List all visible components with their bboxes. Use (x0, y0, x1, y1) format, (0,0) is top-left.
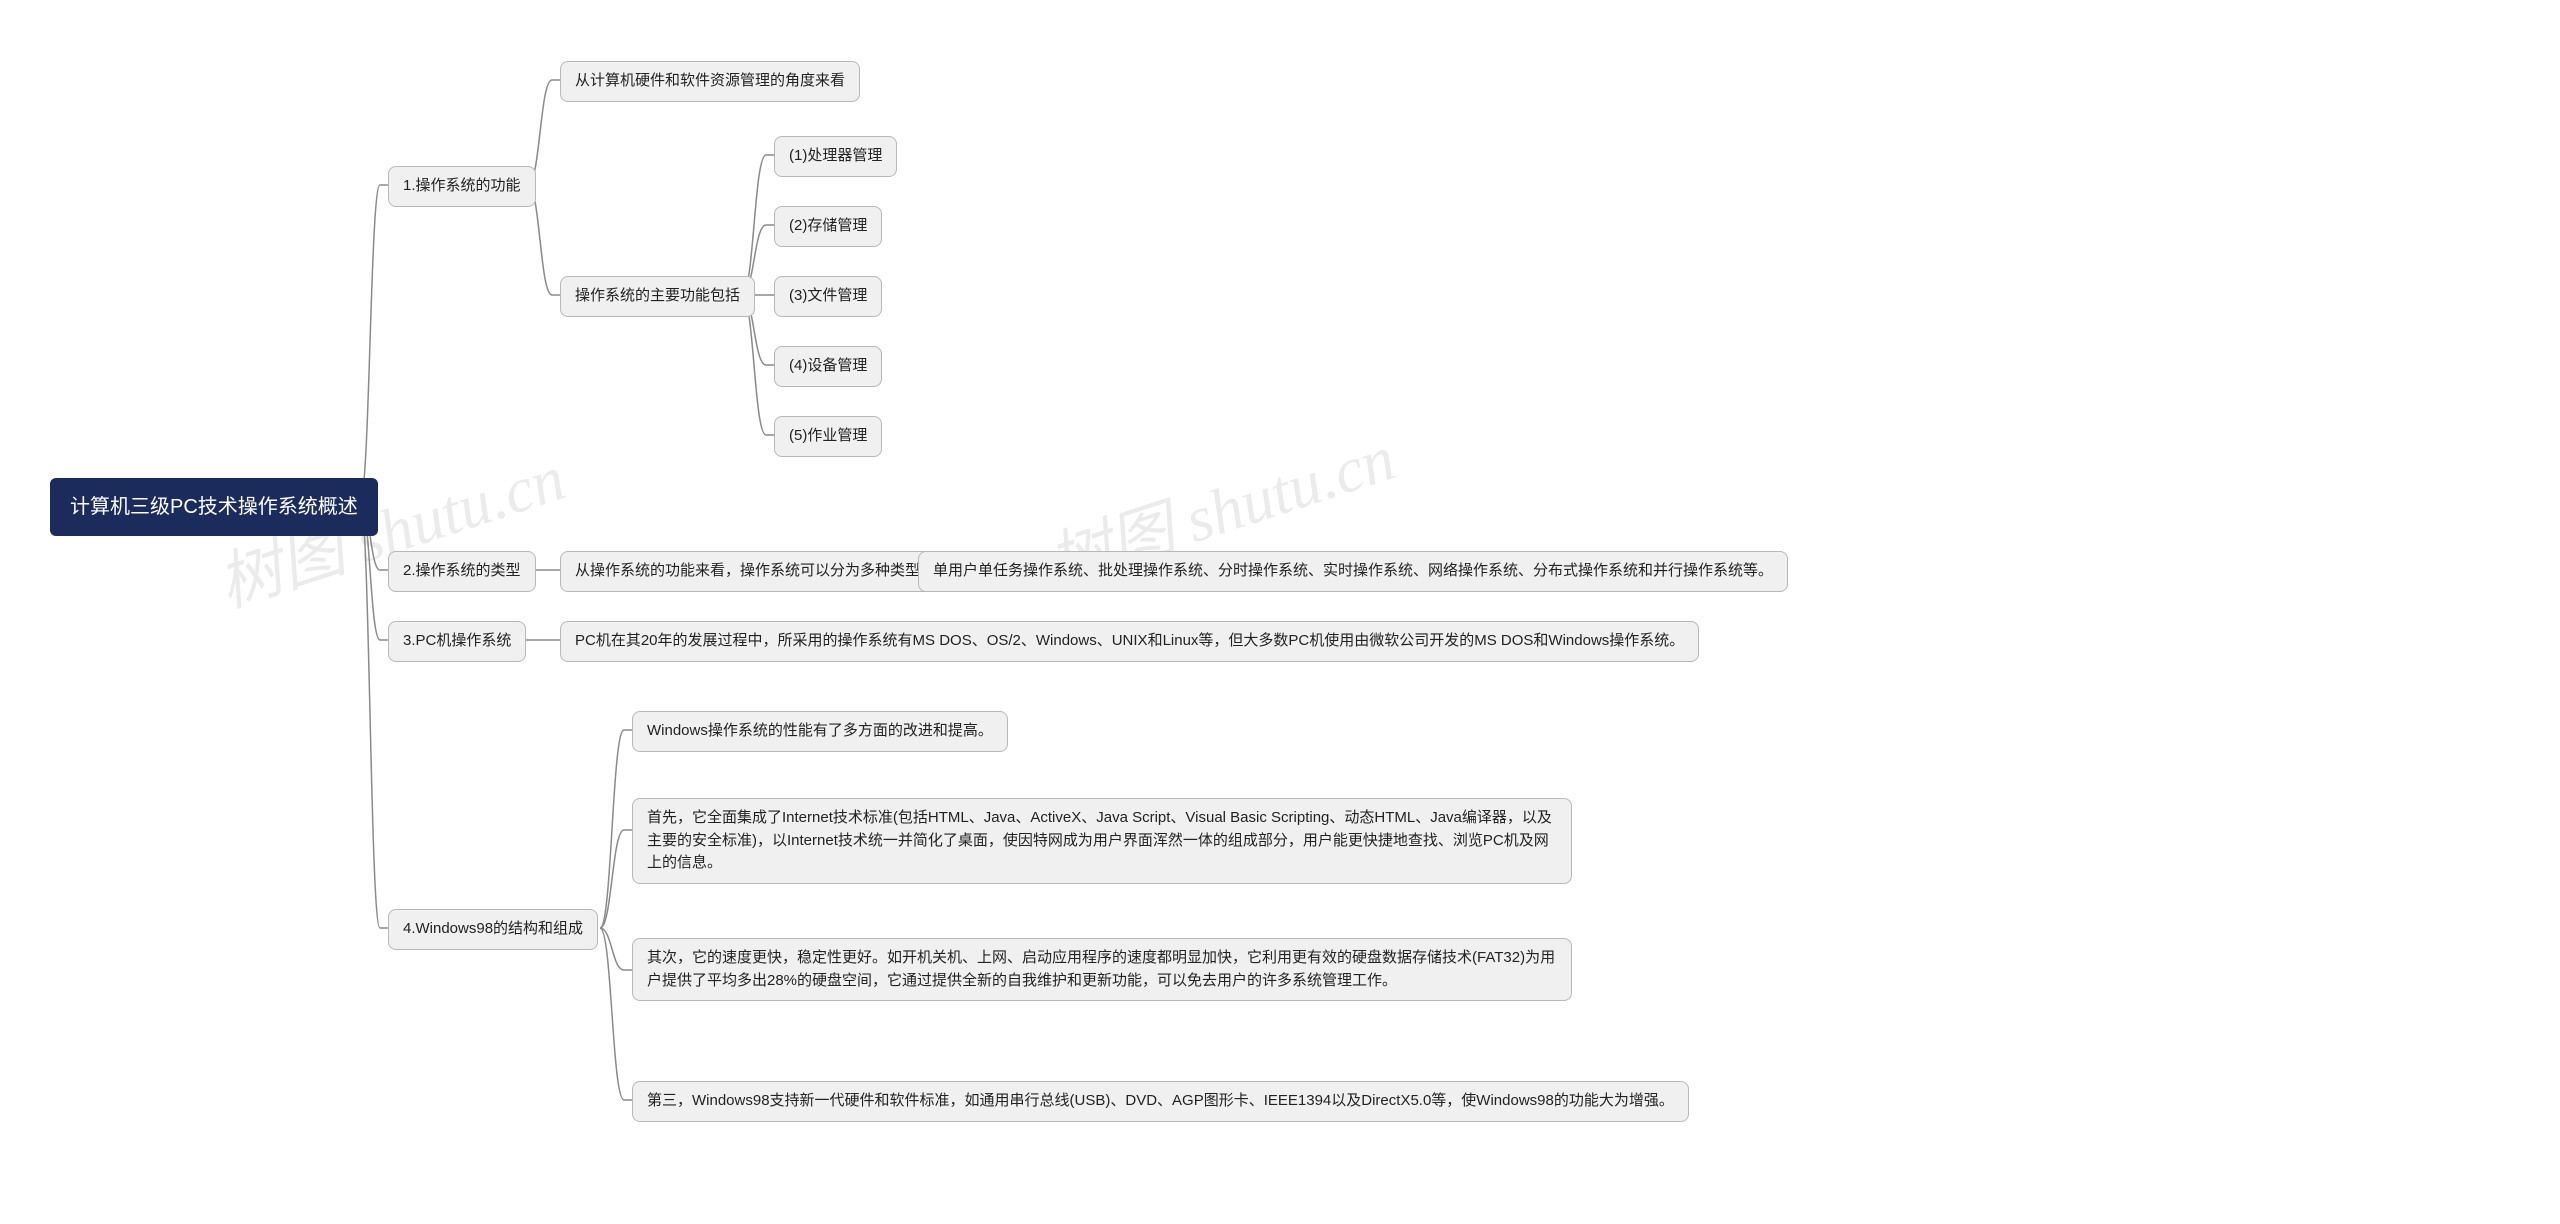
root-label: 计算机三级PC技术操作系统概述 (70, 492, 358, 522)
root-node[interactable]: 计算机三级PC技术操作系统概述 (50, 478, 378, 536)
leaf-b4c4[interactable]: 第三，Windows98支持新一代硬件和软件标准，如通用串行总线(USB)、DV… (632, 1081, 1689, 1122)
node-label: 1.操作系统的功能 (403, 175, 521, 198)
node-label: 从计算机硬件和软件资源管理的角度来看 (575, 70, 845, 93)
node-label: 从操作系统的功能来看，操作系统可以分为多种类型: (575, 560, 924, 583)
branch-b1c2[interactable]: 操作系统的主要功能包括 (560, 276, 755, 317)
node-label: (4)设备管理 (789, 355, 867, 378)
node-label: 其次，它的速度更快，稳定性更好。如开机关机、上网、启动应用程序的速度都明显加快，… (647, 947, 1557, 992)
node-label: (2)存储管理 (789, 215, 867, 238)
node-label: (5)作业管理 (789, 425, 867, 448)
node-label: 操作系统的主要功能包括 (575, 285, 740, 308)
leaf-b3c1[interactable]: PC机在其20年的发展过程中，所采用的操作系统有MS DOS、OS/2、Wind… (560, 621, 1699, 662)
leaf-b1c2c[interactable]: (3)文件管理 (774, 276, 882, 317)
leaf-b4c3[interactable]: 其次，它的速度更快，稳定性更好。如开机关机、上网、启动应用程序的速度都明显加快，… (632, 938, 1572, 1001)
leaf-b1c2b[interactable]: (2)存储管理 (774, 206, 882, 247)
node-label: 首先，它全面集成了Internet技术标准(包括HTML、Java、Active… (647, 807, 1557, 875)
leaf-b1c2e[interactable]: (5)作业管理 (774, 416, 882, 457)
node-label: (3)文件管理 (789, 285, 867, 308)
node-label: PC机在其20年的发展过程中，所采用的操作系统有MS DOS、OS/2、Wind… (575, 630, 1684, 653)
leaf-b1c1[interactable]: 从计算机硬件和软件资源管理的角度来看 (560, 61, 860, 102)
leaf-b2c1a[interactable]: 单用户单任务操作系统、批处理操作系统、分时操作系统、实时操作系统、网络操作系统、… (918, 551, 1788, 592)
leaf-b4c2[interactable]: 首先，它全面集成了Internet技术标准(包括HTML、Java、Active… (632, 798, 1572, 884)
leaf-b4c1[interactable]: Windows操作系统的性能有了多方面的改进和提高。 (632, 711, 1008, 752)
node-label: (1)处理器管理 (789, 145, 882, 168)
leaf-b1c2a[interactable]: (1)处理器管理 (774, 136, 897, 177)
node-label: 3.PC机操作系统 (403, 630, 511, 653)
node-label: 2.操作系统的类型 (403, 560, 521, 583)
branch-3[interactable]: 3.PC机操作系统 (388, 621, 526, 662)
node-label: Windows操作系统的性能有了多方面的改进和提高。 (647, 720, 993, 743)
branch-4[interactable]: 4.Windows98的结构和组成 (388, 909, 598, 950)
connectors-layer (0, 0, 2560, 1224)
node-label: 第三，Windows98支持新一代硬件和软件标准，如通用串行总线(USB)、DV… (647, 1090, 1674, 1113)
branch-1[interactable]: 1.操作系统的功能 (388, 166, 536, 207)
branch-2[interactable]: 2.操作系统的类型 (388, 551, 536, 592)
leaf-b1c2d[interactable]: (4)设备管理 (774, 346, 882, 387)
leaf-b2c1[interactable]: 从操作系统的功能来看，操作系统可以分为多种类型: (560, 551, 939, 592)
node-label: 单用户单任务操作系统、批处理操作系统、分时操作系统、实时操作系统、网络操作系统、… (933, 560, 1773, 583)
node-label: 4.Windows98的结构和组成 (403, 918, 583, 941)
